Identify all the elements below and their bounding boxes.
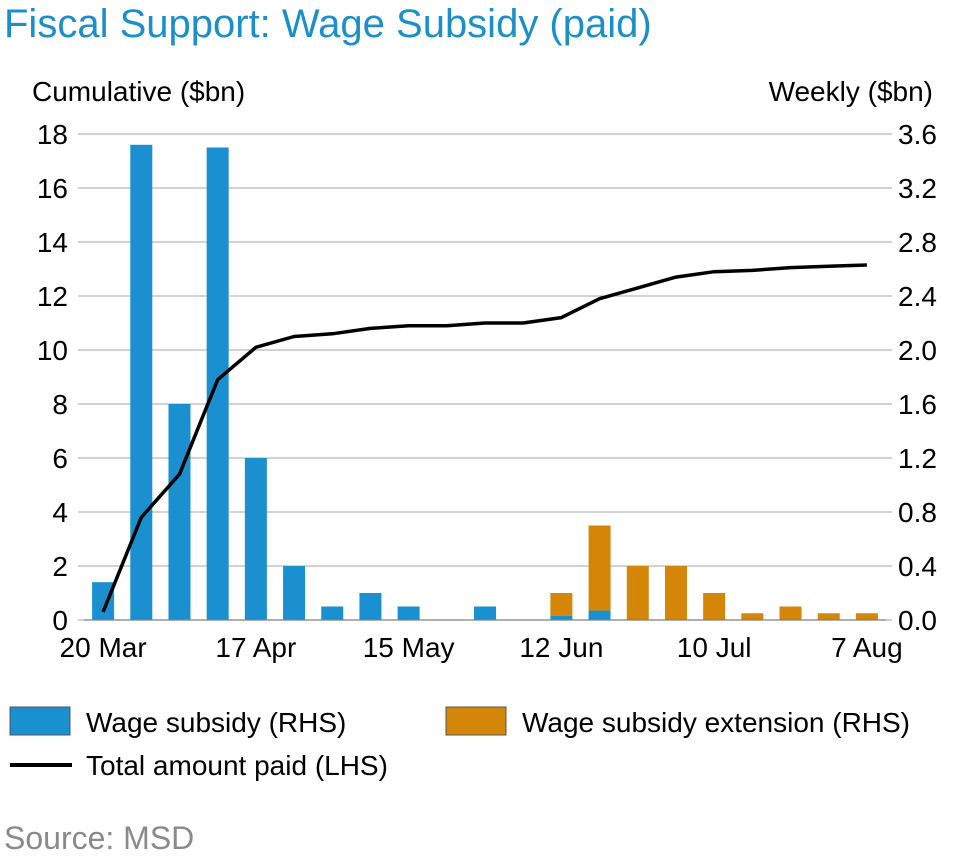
legend-swatch-wage-subsidy: [9, 706, 71, 736]
legend-label-total: Total amount paid (LHS): [86, 750, 388, 781]
wage-subsidy-bar: [397, 606, 420, 620]
total-paid-line: [101, 263, 867, 613]
wage-subsidy-bar: [359, 593, 382, 620]
right-tick-label: 0.0: [898, 605, 937, 636]
legend-label-wage-subsidy: Wage subsidy (RHS): [86, 707, 346, 738]
right-tick-label: 3.2: [898, 173, 937, 204]
wage-subsidy-bar: [588, 610, 611, 620]
x-tick-label: 17 Apr: [215, 632, 296, 663]
chart-title: Fiscal Support: Wage Subsidy (paid): [4, 2, 652, 46]
cumulative-line: [101, 263, 867, 613]
left-tick-label: 10: [37, 335, 68, 366]
extension-bar: [703, 593, 726, 620]
right-tick-label: 1.6: [898, 389, 937, 420]
extension-bar: [626, 566, 649, 620]
x-tick-label: 12 Jun: [519, 632, 603, 663]
left-tick-label: 0: [52, 605, 68, 636]
left-tick-label: 8: [52, 389, 68, 420]
x-tick-label: 10 Jul: [677, 632, 752, 663]
extension-bar: [664, 566, 687, 620]
left-tick-label: 2: [52, 551, 68, 582]
right-tick-label: 2.4: [898, 281, 937, 312]
legend-swatch-extension: [445, 706, 507, 736]
wage-subsidy-bar: [168, 404, 191, 620]
left-tick-label: 18: [37, 119, 68, 150]
wage-subsidy-bar: [130, 144, 153, 621]
left-tick-label: 12: [37, 281, 68, 312]
x-tick-label: 15 May: [363, 632, 455, 663]
right-tick-label: 2.8: [898, 227, 937, 258]
legend: Wage subsidy (RHS) Wage subsidy extension…: [9, 706, 910, 781]
extension-bar: [550, 593, 573, 616]
wage-subsidy-bar: [550, 615, 573, 620]
extension-bar: [588, 525, 611, 611]
extension-bar: [817, 613, 840, 620]
left-axis-title: Cumulative ($bn): [32, 76, 246, 107]
extension-bar: [855, 613, 878, 620]
legend-label-extension: Wage subsidy extension (RHS): [522, 707, 910, 738]
right-tick-label: 3.6: [898, 119, 937, 150]
left-tick-label: 4: [52, 497, 68, 528]
source-note: Source: MSD: [4, 820, 195, 856]
left-tick-label: 14: [37, 227, 68, 258]
right-tick-label: 0.4: [898, 551, 937, 582]
right-tick-label: 1.2: [898, 443, 937, 474]
axes: 0 0.0 2 0.4 4 0.8 6 1.2 8 1.6 10 2.0 12 2.4 14 2.8 16 3.2…: [37, 119, 937, 663]
bars: [92, 144, 878, 621]
x-tick-label: 20 Mar: [60, 632, 147, 663]
left-tick-label: 6: [52, 443, 68, 474]
wage-subsidy-bar: [474, 606, 496, 620]
extension-bar: [741, 613, 764, 620]
right-tick-label: 0.8: [898, 497, 937, 528]
right-axis-title: Weekly ($bn): [768, 76, 933, 107]
wage-subsidy-bar: [244, 458, 267, 620]
gridlines: [84, 133, 886, 567]
left-tick-label: 16: [37, 173, 68, 204]
right-tick-label: 2.0: [898, 335, 937, 366]
extension-bar: [779, 606, 802, 620]
x-tick-label: 7 Aug: [831, 632, 903, 663]
wage-subsidy-bar: [321, 606, 344, 620]
wage-subsidy-bar: [92, 582, 115, 620]
wage-subsidy-bar: [283, 566, 306, 620]
